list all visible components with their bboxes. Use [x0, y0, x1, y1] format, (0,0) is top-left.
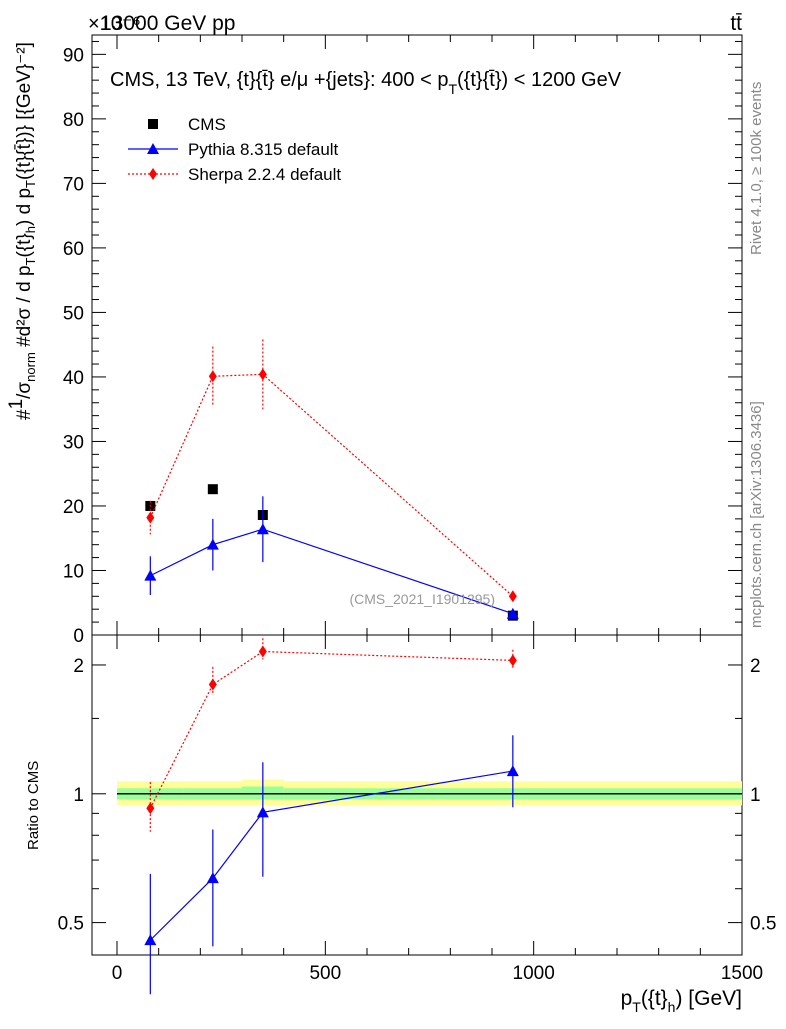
- ratio-y-tick-label: 1: [73, 785, 84, 806]
- ratio-y-tick-label-right: 0.5: [750, 914, 776, 935]
- x-tick-label: 0: [112, 963, 123, 984]
- pythia-point: [506, 607, 519, 619]
- x-tick-label: 500: [309, 963, 341, 984]
- pythia-line: [150, 528, 514, 615]
- plot-title: CMS, 13 TeV, {t}{t̄} e/μ +{jets}: 400 < …: [110, 69, 622, 97]
- sherpa-ratio-line: [149, 650, 513, 809]
- sherpa-ratio-point: [508, 654, 517, 667]
- y-tick-label: 60: [63, 239, 84, 260]
- ratio-y-tick-label-right: 1: [750, 785, 761, 806]
- y-exponent-label: ×10⁻⁶: [88, 13, 141, 35]
- legend-marker-pythia: [147, 143, 159, 154]
- y-tick-label: 40: [63, 368, 84, 389]
- legend-marker-cms: [148, 119, 158, 129]
- y-tick-label: 70: [63, 174, 84, 195]
- pythia-point: [144, 569, 157, 581]
- sherpa-ratio-point: [146, 802, 155, 815]
- ratio-y-tick-label: 2: [73, 656, 84, 677]
- header-left: 13000 GeV pp: [100, 12, 235, 35]
- svg-text:#1/σnorm #d²σ / d pT({t}h) d p: #1/σnorm #d²σ / d pT({t}h) d pT({t}{t̄})…: [6, 42, 38, 420]
- y-tick-label: 10: [63, 561, 84, 582]
- mcplots-label: mcplots.cern.ch [arXiv:1306.3436]: [748, 401, 765, 628]
- sherpa-point: [508, 590, 517, 603]
- y-tick-label: 80: [63, 110, 84, 131]
- pythia-ratio-line: [149, 770, 513, 941]
- ratio-y-tick-label-right: 2: [750, 656, 761, 677]
- pythia-point: [206, 538, 219, 550]
- sherpa-line: [149, 373, 514, 597]
- legend-label-pythia: Pythia 8.315 default: [188, 140, 339, 159]
- pythia-ratio-point: [206, 872, 219, 884]
- y-tick-label: 0: [73, 626, 84, 647]
- sherpa-point: [146, 511, 155, 524]
- x-axis-label: pT({t}h) [GeV]: [621, 987, 742, 1015]
- watermark: (CMS_2021_I1901295): [349, 591, 495, 607]
- legend-label-sherpa: Sherpa 2.2.4 default: [188, 165, 341, 184]
- ratio-y-axis-label: Ratio to CMS: [25, 761, 42, 850]
- y-tick-label: 50: [63, 303, 84, 324]
- sherpa-ratio-point: [258, 645, 267, 658]
- legend-marker-sherpa: [149, 168, 157, 180]
- main-y-axis-label: #1/σnorm #d²σ / d pT({t}h) d pT({t}{t̄})…: [6, 42, 38, 420]
- y-tick-label: 90: [63, 45, 84, 66]
- pythia-ratio-point: [256, 806, 269, 818]
- rivet-label: Rivet 4.1.0, ≥ 100k events: [748, 82, 765, 255]
- legend: CMS Pythia 8.315 default Sherpa 2.2.4 defa…: [128, 115, 341, 184]
- header-right: tt̄: [730, 12, 742, 35]
- sherpa-ratio-point: [208, 678, 217, 691]
- x-tick-label: 1500: [721, 963, 763, 984]
- legend-label-cms: CMS: [188, 115, 226, 134]
- pythia-point: [256, 523, 269, 535]
- y-tick-label: 20: [63, 497, 84, 518]
- x-tick-label: 1000: [513, 963, 555, 984]
- pythia-ratio-point: [144, 934, 157, 946]
- pythia-ratio-point: [506, 765, 519, 777]
- y-tick-label: 30: [63, 432, 84, 453]
- sherpa-point: [258, 368, 267, 381]
- sherpa-point: [208, 370, 217, 383]
- cms-point: [207, 484, 218, 495]
- ratio-y-tick-label: 0.5: [58, 914, 84, 935]
